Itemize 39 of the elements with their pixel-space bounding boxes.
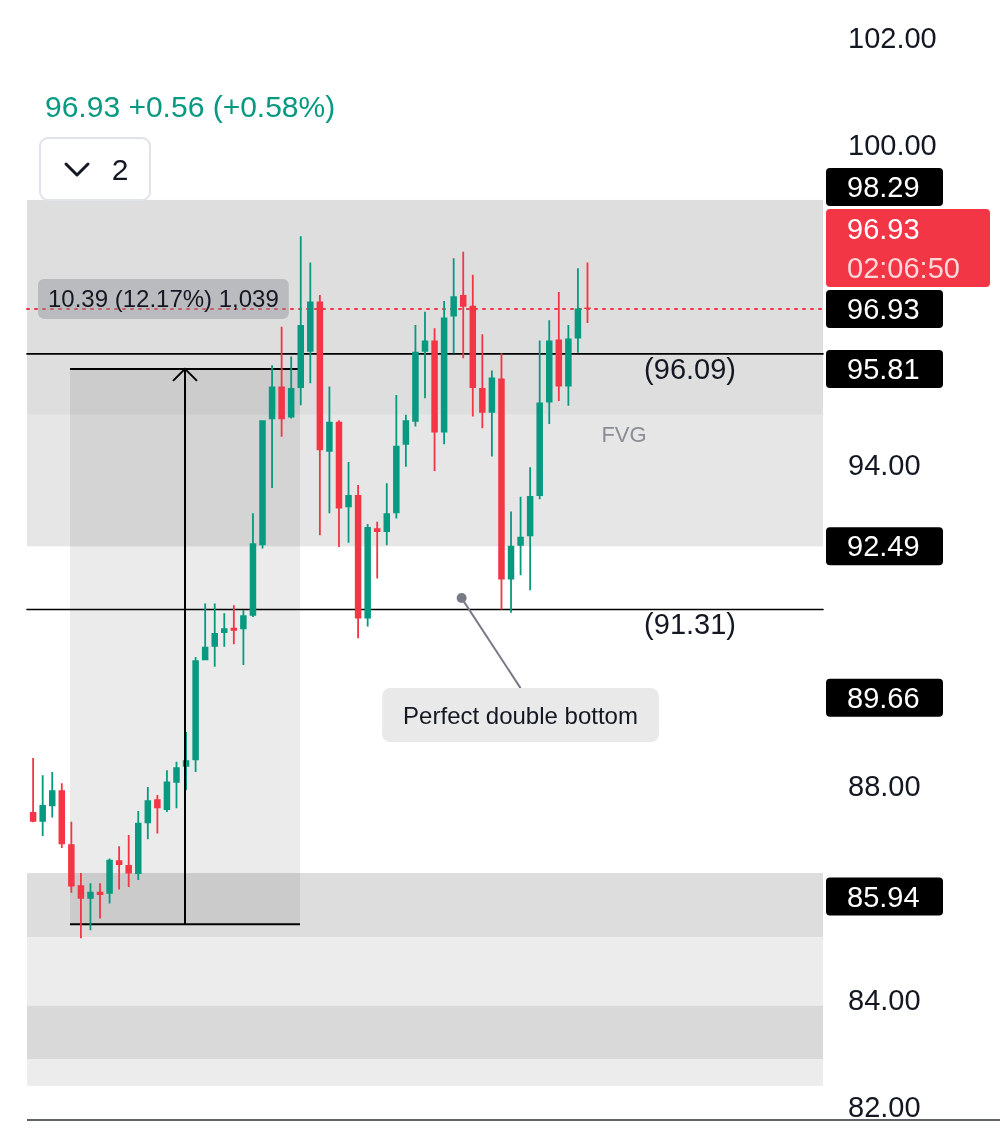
candlestick	[307, 262, 314, 384]
text: 85.94	[847, 880, 920, 913]
ref-line-label: (96.09)	[644, 352, 737, 385]
candlestick	[77, 873, 85, 939]
candlestick	[230, 605, 238, 645]
text: 95.81	[847, 352, 920, 385]
y-tick-label: 82.00	[848, 1090, 921, 1123]
candlestick	[479, 334, 486, 429]
annotation: Perfect double bottom	[403, 701, 638, 729]
text: 96.93	[847, 293, 920, 325]
y-tick-label: 88.00	[848, 770, 921, 803]
y-tick-label: 94.00	[848, 449, 921, 482]
candlestick	[373, 521, 381, 579]
y-tick-label: 84.00	[848, 984, 921, 1017]
band-label: 10.39 (12.17%) 1,039	[47, 285, 279, 313]
text: 96.93	[847, 212, 920, 245]
candlestick	[115, 846, 123, 890]
candlestick	[240, 609, 247, 666]
y-tick-label: 102.00	[848, 21, 937, 54]
text: 89.66	[847, 681, 920, 714]
candlestick	[221, 613, 228, 647]
text: 96.93 +0.56 (+0.58%)	[45, 90, 336, 123]
candlestick	[278, 326, 285, 437]
candlestick	[297, 236, 304, 406]
text: 02:06:50	[847, 251, 960, 284]
candlestick	[39, 775, 46, 837]
ref-line-label: (91.31)	[644, 608, 737, 641]
candlestick	[29, 758, 37, 823]
candlestick	[154, 794, 161, 834]
candlestick	[450, 258, 457, 354]
y-tick-label: 100.00	[848, 128, 937, 161]
text: 98.29	[847, 171, 920, 203]
band-label: FVG	[601, 422, 647, 448]
candlestick	[421, 311, 429, 399]
annotation: 2	[111, 152, 129, 186]
text: 92.49	[847, 530, 920, 563]
candlestick	[125, 835, 132, 887]
candlestick	[211, 603, 218, 667]
candlestick	[96, 883, 104, 919]
